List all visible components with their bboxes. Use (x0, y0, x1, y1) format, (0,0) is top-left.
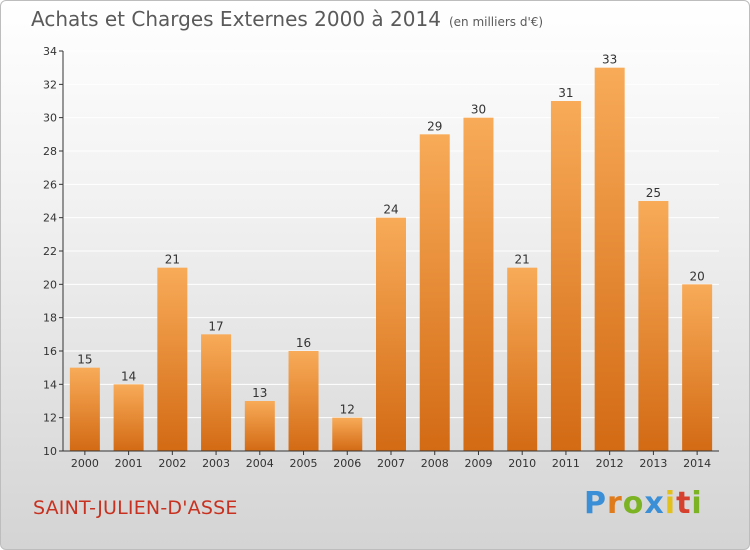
y-tick-label: 34 (43, 45, 57, 58)
x-tick-label: 2002 (158, 457, 186, 470)
bar-value-label: 14 (121, 369, 136, 383)
y-tick-label: 32 (43, 78, 57, 91)
x-tick-label: 2001 (115, 457, 143, 470)
proxiti-logo: Proxiti (584, 486, 703, 521)
bar (69, 367, 100, 451)
bar-value-label: 16 (296, 336, 311, 350)
bars (69, 67, 713, 452)
x-tick-label: 2005 (290, 457, 318, 470)
y-tick-label: 10 (43, 445, 57, 458)
bar (463, 117, 494, 452)
x-tick-label: 2014 (683, 457, 711, 470)
bar (550, 101, 581, 451)
bar-value-label: 21 (515, 253, 530, 267)
bar-value-label: 30 (471, 103, 486, 117)
x-tick-label: 2013 (639, 457, 667, 470)
x-tick-label: 2011 (552, 457, 580, 470)
y-tick-label: 12 (43, 412, 57, 425)
x-tick-label: 2010 (508, 457, 536, 470)
x-tick-label: 2007 (377, 457, 405, 470)
y-tick-label: 22 (43, 245, 57, 258)
labels: 10 12 14 16 18 20 22 24 26 28 30 32 34 15 2000 14 2001 21… (43, 45, 711, 470)
chart-title: Achats et Charges Externes 2000 à 2014 (e… (31, 7, 543, 31)
logo-letter: r (607, 486, 623, 521)
chart-subtitle: (en milliers d'€) (448, 15, 544, 29)
bar-value-label: 13 (252, 386, 267, 400)
logo-letter: P (584, 486, 607, 521)
y-tick-label: 28 (43, 145, 57, 158)
bar (682, 284, 713, 451)
bar (376, 217, 406, 451)
y-tick-label: 26 (43, 178, 57, 191)
x-tick-label: 2004 (246, 457, 274, 470)
bar (288, 351, 319, 451)
bar-value-label: 31 (558, 86, 573, 100)
bar-value-label: 24 (383, 203, 398, 217)
x-tick-label: 2006 (333, 457, 361, 470)
bar-value-label: 29 (427, 119, 442, 133)
x-tick-label: 2000 (71, 457, 99, 470)
x-tick-label: 2008 (421, 457, 449, 470)
y-tick-label: 30 (43, 112, 57, 125)
bar-value-label: 12 (340, 403, 355, 417)
bar-value-label: 17 (208, 319, 223, 333)
bar-value-label: 15 (77, 353, 92, 367)
commune-name: SAINT-JULIEN-D'ASSE (33, 497, 238, 519)
bar-value-label: 20 (689, 269, 704, 283)
bar (332, 417, 363, 451)
y-tick-label: 16 (43, 345, 57, 358)
y-tick-label: 14 (43, 378, 57, 391)
bar-value-label: 25 (646, 186, 661, 200)
bar (201, 334, 232, 451)
bar (113, 384, 144, 451)
logo-letter: t (676, 486, 692, 521)
bar (419, 134, 450, 452)
x-tick-label: 2012 (596, 457, 624, 470)
bar (507, 267, 538, 451)
bar (157, 267, 188, 451)
bar-value-label: 33 (602, 53, 617, 67)
logo-letter: o (622, 486, 645, 521)
axes (59, 50, 719, 455)
x-tick-label: 2009 (464, 457, 492, 470)
bar (594, 67, 625, 452)
bar (638, 201, 669, 451)
bar (244, 401, 275, 451)
y-tick-label: 24 (43, 212, 57, 225)
logo-letter: i (664, 486, 677, 521)
logo-letter: i (691, 486, 703, 521)
y-tick-label: 20 (43, 278, 57, 291)
x-tick-label: 2003 (202, 457, 230, 470)
logo-letter: x (644, 486, 665, 521)
bar-value-label: 21 (165, 253, 180, 267)
title-text: Achats et Charges Externes 2000 à 2014 (31, 7, 441, 31)
y-tick-label: 18 (43, 312, 57, 325)
